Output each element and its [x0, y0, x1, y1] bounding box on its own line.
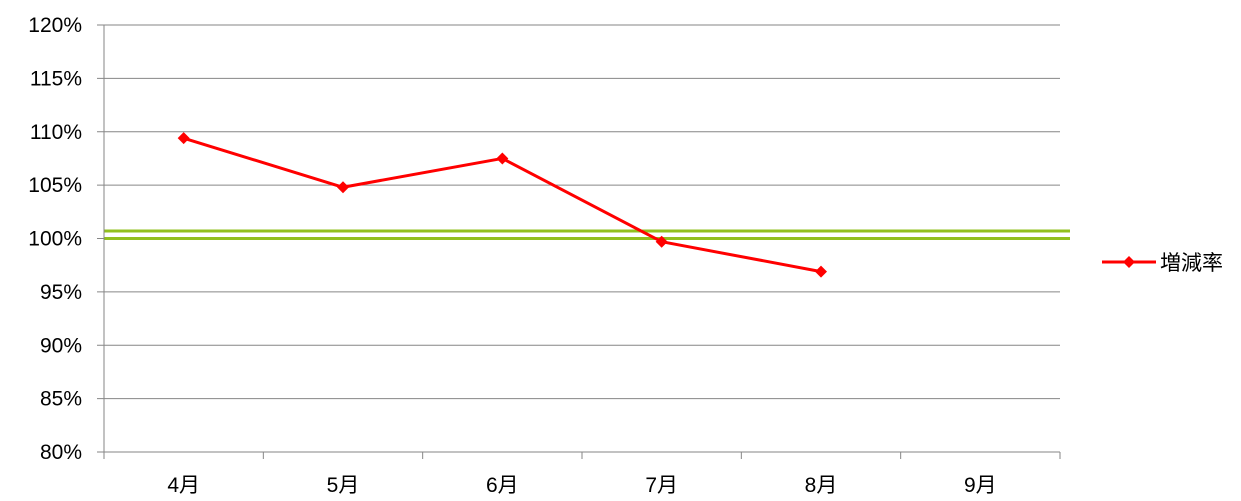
- data-point-marker: [655, 235, 668, 248]
- y-tick-label: 115%: [30, 67, 82, 90]
- series: [177, 132, 827, 278]
- reference-lines: [104, 229, 1070, 240]
- y-tick-label: 120%: [28, 14, 82, 37]
- data-point-marker: [496, 152, 509, 165]
- x-tick-labels: 4月 5月 6月 7月 8月 9月: [167, 474, 996, 497]
- x-tick-label: 6月: [486, 474, 519, 497]
- legend-label: 増減率: [1160, 252, 1223, 275]
- y-tick-label: 80%: [40, 441, 82, 464]
- legend-marker: [1123, 256, 1135, 268]
- x-tick-label: 7月: [645, 474, 678, 497]
- y-tick-label: 100%: [28, 228, 82, 251]
- axes: [97, 24, 1061, 459]
- y-tick-labels: 80% 85% 90% 95% 100% 105% 110% 115% 120%: [28, 14, 82, 464]
- y-tick-label: 85%: [40, 388, 82, 411]
- x-tick-label: 8月: [805, 474, 838, 497]
- y-tick-label: 110%: [30, 121, 82, 144]
- data-point-marker: [337, 181, 349, 194]
- data-point-marker: [815, 265, 827, 278]
- gridlines: [104, 24, 1060, 400]
- data-point-marker: [177, 132, 190, 145]
- y-tick-label: 105%: [28, 174, 82, 197]
- legend: 増減率: [1102, 252, 1223, 275]
- y-tick-label: 90%: [40, 334, 82, 357]
- y-tick-label: 95%: [40, 281, 82, 304]
- x-tick-label: 5月: [327, 474, 360, 497]
- x-tick-label: 4月: [167, 474, 200, 497]
- x-tick-label: 9月: [964, 474, 997, 497]
